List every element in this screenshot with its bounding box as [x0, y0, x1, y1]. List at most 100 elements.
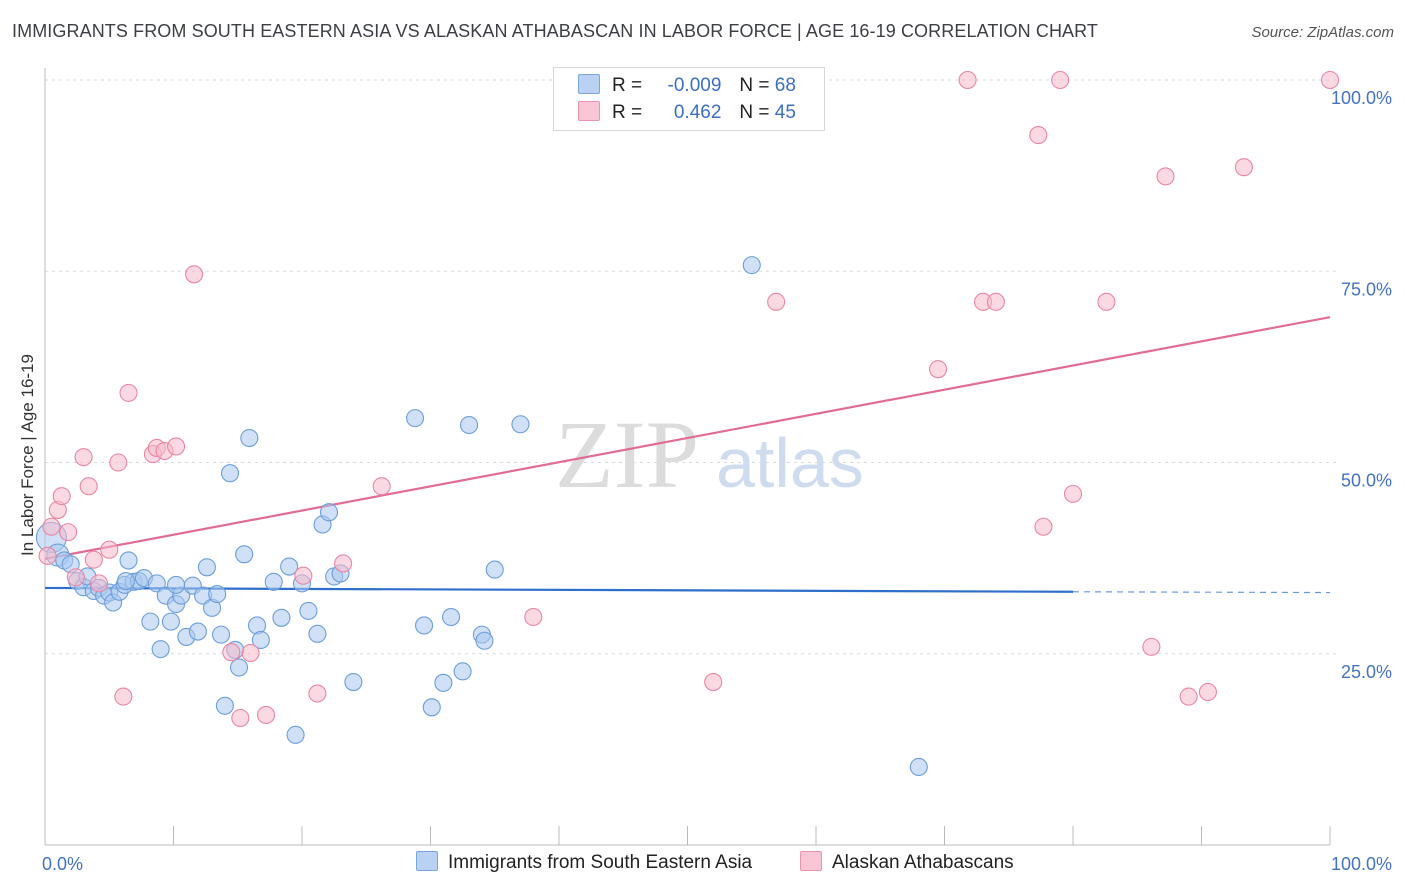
data-points — [35, 70, 1340, 777]
r-label-2: R = — [612, 102, 643, 123]
point-series1-42 — [272, 608, 291, 627]
point-series2-13 — [119, 383, 138, 402]
point-series2-30 — [929, 360, 948, 379]
point-series2-22 — [256, 705, 276, 725]
point-series1-20 — [151, 640, 170, 659]
series2-n-value: 45 — [774, 102, 796, 123]
point-series2-29 — [767, 292, 786, 311]
legend-row-series2: R = 0.462 N = 45 — [578, 101, 796, 127]
point-series1-67 — [167, 575, 186, 594]
point-series2-27 — [524, 607, 543, 627]
point-series1-56 — [434, 673, 453, 692]
point-series2-1 — [42, 517, 61, 536]
point-series1-22 — [161, 612, 180, 631]
point-series2-7 — [79, 477, 98, 496]
bottom-legend-series2-swatch — [800, 851, 822, 871]
point-series2-8 — [84, 550, 103, 569]
correlation-legend: R = -0.009 N = 68 R = 0.462 N = 45 — [553, 67, 825, 131]
point-series1-54 — [415, 616, 434, 635]
point-series2-36 — [1051, 70, 1070, 90]
bottom-legend-series1-swatch — [416, 851, 438, 871]
point-series2-12 — [114, 687, 133, 706]
point-series1-64 — [742, 256, 761, 275]
watermark-atlas: atlas — [716, 424, 864, 502]
point-series2-0 — [38, 546, 57, 565]
point-series1-32 — [211, 625, 231, 644]
series1-n-value: 68 — [774, 75, 796, 96]
source-label: Source: ZipAtlas.com — [1251, 24, 1394, 41]
point-series2-38 — [1097, 292, 1116, 311]
point-series1-29 — [197, 558, 216, 577]
point-series1-62 — [485, 560, 504, 579]
point-series1-55 — [422, 698, 441, 717]
legend-row-series1: R = -0.009 N = 68 — [578, 74, 796, 100]
point-series1-34 — [220, 464, 240, 483]
series1-swatch — [578, 74, 600, 94]
point-series1-18 — [141, 612, 160, 631]
series2-r-value: 0.462 — [673, 102, 722, 123]
point-series2-18 — [185, 265, 204, 284]
point-series1-65 — [909, 757, 928, 777]
axes — [44, 68, 1331, 846]
series2-swatch — [578, 101, 600, 121]
point-series2-5 — [66, 568, 85, 587]
tick-labels: 25.0% 50.0% 75.0% 100.0% 0.0% 100.0% — [42, 88, 1392, 874]
point-series2-11 — [109, 453, 128, 472]
point-series2-44 — [1320, 70, 1340, 90]
series1-r-value: -0.009 — [667, 75, 722, 96]
point-series2-19 — [222, 643, 241, 662]
point-series2-39 — [1142, 637, 1161, 656]
point-series1-59 — [459, 415, 479, 435]
point-series1-53 — [406, 409, 425, 428]
point-series2-24 — [308, 684, 327, 703]
y-tick-label-2: 75.0% — [1341, 279, 1392, 299]
point-series2-10 — [100, 540, 119, 559]
point-series1-40 — [251, 630, 270, 650]
point-series1-63 — [511, 415, 530, 434]
point-series1-46 — [299, 601, 318, 620]
point-series2-37 — [1063, 484, 1083, 503]
watermark-zip: ZIP — [555, 401, 699, 508]
n-label-1: N = — [739, 75, 770, 96]
point-series2-43 — [1234, 158, 1253, 177]
point-series2-28 — [704, 673, 723, 692]
point-series2-3 — [52, 487, 71, 506]
y-axis-label: In Labor Force | Age 16-19 — [18, 354, 37, 556]
point-series2-33 — [986, 292, 1005, 311]
point-series1-37 — [235, 545, 254, 564]
point-series2-42 — [1198, 682, 1217, 702]
point-series2-25 — [334, 554, 353, 573]
x-tick-label-0: 0.0% — [42, 854, 83, 874]
point-series2-35 — [1034, 517, 1053, 536]
y-tick-label-1: 50.0% — [1341, 471, 1392, 491]
point-series2-23 — [294, 566, 313, 585]
point-series1-14 — [119, 551, 138, 570]
point-series2-34 — [1029, 126, 1048, 145]
point-series2-6 — [74, 448, 93, 467]
point-series1-41 — [264, 572, 283, 591]
trend-line-series2 — [44, 316, 1331, 560]
point-series1-19 — [147, 574, 166, 593]
point-series1-33 — [215, 696, 234, 715]
bottom-legend-series2: Alaskan Athabascans — [800, 851, 1014, 874]
trend-line-extension-series1 — [1072, 591, 1331, 594]
point-series2-17 — [167, 437, 186, 456]
point-series1-52 — [344, 673, 363, 692]
point-series2-41 — [1179, 687, 1198, 706]
point-series1-38 — [240, 428, 259, 448]
grid-lines — [45, 79, 1338, 655]
point-series1-58 — [453, 662, 472, 681]
point-series1-31 — [208, 585, 227, 604]
point-series2-26 — [372, 477, 391, 496]
bottom-legend-series2-label: Alaskan Athabascans — [832, 852, 1014, 873]
point-series1-44 — [286, 725, 305, 744]
point-series1-43 — [280, 557, 299, 576]
point-series1-47 — [308, 624, 327, 643]
y-tick-label-0: 25.0% — [1341, 662, 1392, 682]
point-series1-61 — [475, 631, 494, 650]
n-label-2: N = — [739, 102, 770, 123]
point-series1-66 — [116, 572, 136, 591]
point-series1-27 — [188, 622, 207, 641]
point-series2-9 — [89, 574, 109, 593]
